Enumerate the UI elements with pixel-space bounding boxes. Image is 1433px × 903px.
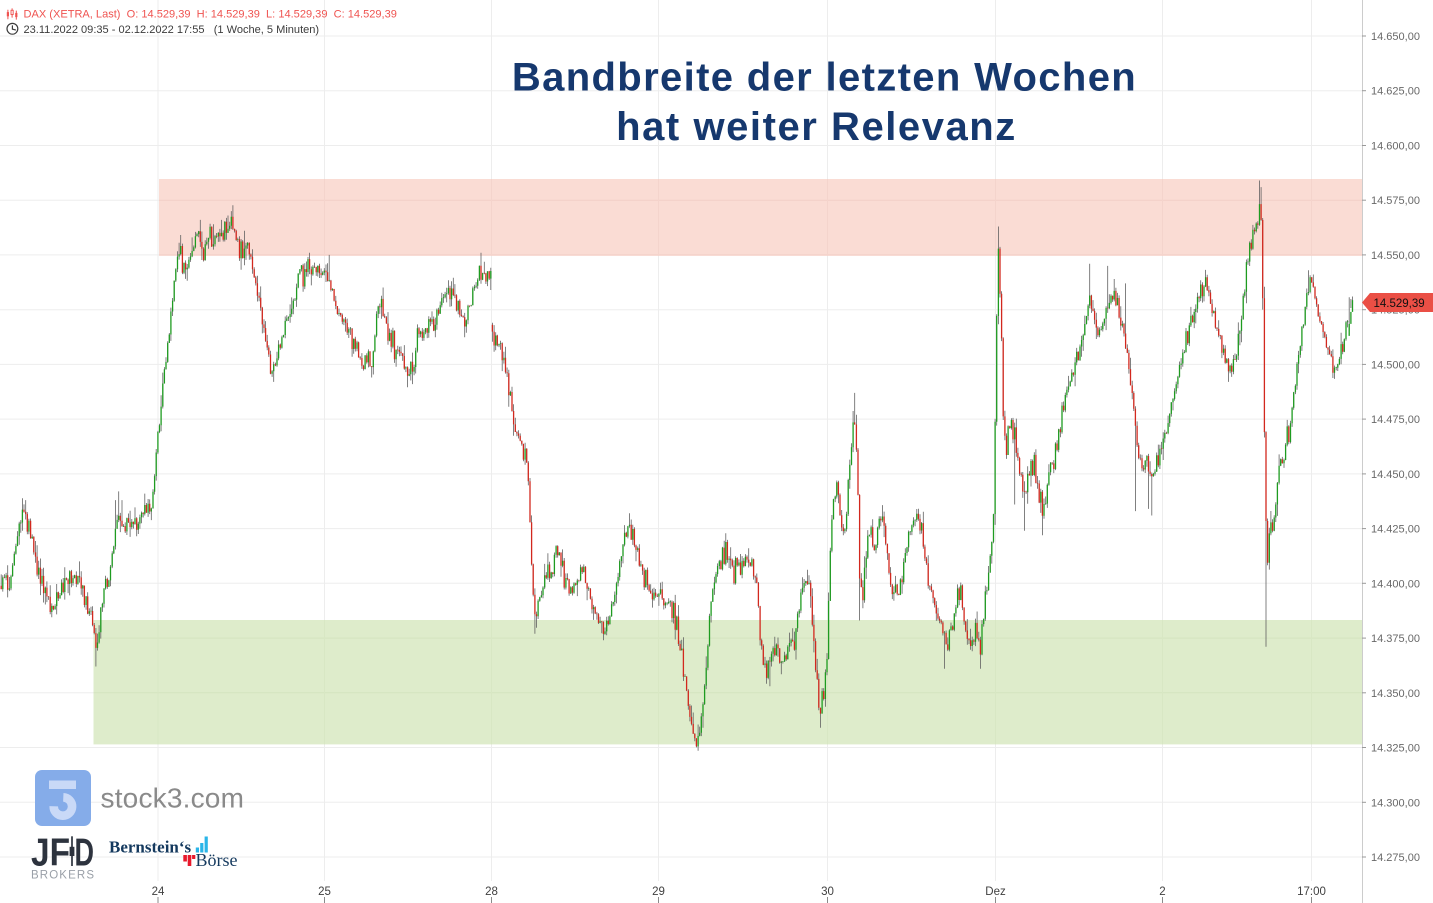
svg-text:25: 25	[318, 886, 331, 898]
svg-text:28: 28	[485, 886, 498, 898]
svg-text:30: 30	[821, 886, 834, 898]
svg-text:14.625,00: 14.625,00	[1371, 86, 1420, 98]
svg-text:2: 2	[1159, 886, 1165, 898]
svg-text:14.350,00: 14.350,00	[1371, 688, 1420, 700]
svg-text:14.375,00: 14.375,00	[1371, 633, 1420, 645]
svg-text:14.275,00: 14.275,00	[1371, 852, 1420, 864]
svg-text:14.550,00: 14.550,00	[1371, 250, 1420, 262]
svg-text:14.400,00: 14.400,00	[1371, 578, 1420, 590]
svg-text:stock3.com: stock3.com	[101, 783, 245, 814]
svg-text:14.425,00: 14.425,00	[1371, 524, 1420, 536]
svg-text:14.300,00: 14.300,00	[1371, 797, 1420, 809]
svg-text:Börse: Börse	[196, 850, 238, 870]
svg-text:24: 24	[152, 886, 165, 898]
svg-text:hat weiter Relevanz: hat weiter Relevanz	[616, 105, 1017, 149]
svg-text:Dez: Dez	[985, 886, 1006, 898]
svg-text:14.600,00: 14.600,00	[1371, 141, 1420, 153]
svg-text:Bandbreite der letzten Wochen: Bandbreite der letzten Wochen	[512, 56, 1137, 100]
svg-text:23.11.2022 09:35 - 02.12.2022: 23.11.2022 09:35 - 02.12.2022 17:55 (1 W…	[24, 24, 320, 36]
svg-text:14.575,00: 14.575,00	[1371, 195, 1420, 207]
svg-text:D: D	[75, 832, 95, 875]
svg-text:14.475,00: 14.475,00	[1371, 414, 1420, 426]
svg-text:BROKERS: BROKERS	[31, 870, 94, 882]
svg-text:JF: JF	[31, 832, 70, 875]
svg-text:14.325,00: 14.325,00	[1371, 743, 1420, 755]
svg-text:14.500,00: 14.500,00	[1371, 359, 1420, 371]
svg-text:14.450,00: 14.450,00	[1371, 469, 1420, 481]
svg-text:DAX (XETRA, Last) O: 14.529,3: DAX (XETRA, Last) O: 14.529,39 H: 14.529…	[24, 9, 397, 21]
svg-text:17:00: 17:00	[1297, 886, 1326, 898]
svg-text:Bernstein‘s: Bernstein‘s	[109, 838, 192, 857]
svg-text:14.529,39: 14.529,39	[1374, 298, 1425, 310]
svg-text:29: 29	[652, 886, 665, 898]
svg-text:14.650,00: 14.650,00	[1371, 31, 1420, 43]
